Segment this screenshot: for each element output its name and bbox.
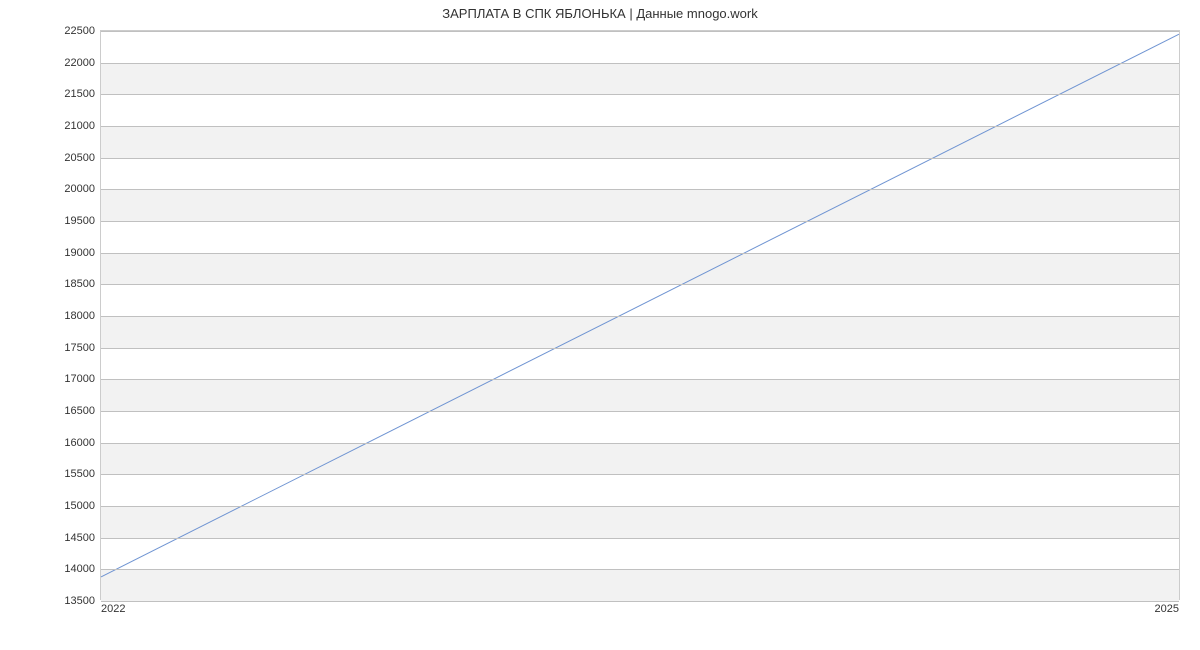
y-gridline: [101, 411, 1179, 412]
y-tick-label: 21500: [64, 88, 101, 100]
y-gridline: [101, 569, 1179, 570]
y-tick-label: 14000: [64, 563, 101, 575]
y-tick-label: 20500: [64, 152, 101, 164]
y-gridline: [101, 348, 1179, 349]
y-tick-label: 19000: [64, 247, 101, 259]
x-tick-label: 2022: [101, 599, 125, 615]
y-gridline: [101, 31, 1179, 32]
y-tick-label: 13500: [64, 595, 101, 607]
y-gridline: [101, 94, 1179, 95]
y-tick-label: 17000: [64, 373, 101, 385]
series-line-salary: [101, 34, 1179, 577]
chart-title: ЗАРПЛАТА В СПК ЯБЛОНЬКА | Данные mnogo.w…: [0, 6, 1200, 21]
plot-area: 1350014000145001500015500160001650017000…: [100, 30, 1180, 600]
y-gridline: [101, 379, 1179, 380]
y-gridline: [101, 158, 1179, 159]
y-gridline: [101, 474, 1179, 475]
y-tick-label: 16500: [64, 405, 101, 417]
y-gridline: [101, 126, 1179, 127]
line-layer: [101, 31, 1179, 599]
y-tick-label: 14500: [64, 532, 101, 544]
y-tick-label: 18500: [64, 278, 101, 290]
y-gridline: [101, 316, 1179, 317]
y-tick-label: 17500: [64, 342, 101, 354]
y-tick-label: 21000: [64, 120, 101, 132]
y-tick-label: 16000: [64, 437, 101, 449]
y-tick-label: 15500: [64, 468, 101, 480]
y-gridline: [101, 506, 1179, 507]
y-tick-label: 18000: [64, 310, 101, 322]
y-tick-label: 22000: [64, 57, 101, 69]
y-gridline: [101, 538, 1179, 539]
y-gridline: [101, 443, 1179, 444]
y-gridline: [101, 284, 1179, 285]
y-tick-label: 15000: [64, 500, 101, 512]
y-gridline: [101, 221, 1179, 222]
y-gridline: [101, 253, 1179, 254]
y-gridline: [101, 601, 1179, 602]
x-tick-label: 2025: [1155, 599, 1179, 615]
y-tick-label: 20000: [64, 183, 101, 195]
y-gridline: [101, 189, 1179, 190]
salary-line-chart: ЗАРПЛАТА В СПК ЯБЛОНЬКА | Данные mnogo.w…: [0, 0, 1200, 650]
y-tick-label: 19500: [64, 215, 101, 227]
y-gridline: [101, 63, 1179, 64]
y-tick-label: 22500: [64, 25, 101, 37]
